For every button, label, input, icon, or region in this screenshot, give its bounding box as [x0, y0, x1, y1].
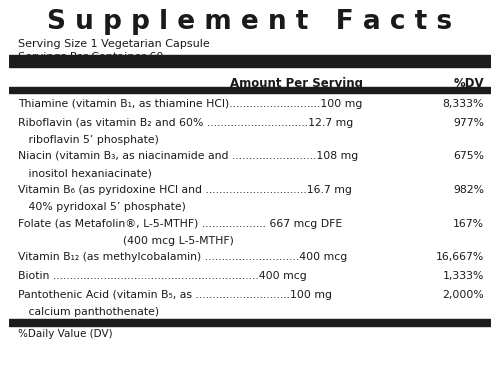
Text: %Daily Value (DV): %Daily Value (DV) — [18, 329, 113, 339]
Text: calcium panthothenate): calcium panthothenate) — [18, 307, 160, 318]
Text: S u p p l e m e n t   F a c t s: S u p p l e m e n t F a c t s — [48, 9, 452, 34]
Text: Thiamine (vitamin B₁, as thiamine HCl)...........................100 mg: Thiamine (vitamin B₁, as thiamine HCl)..… — [18, 99, 363, 109]
Text: Folate (as Metafolin®, L-5-MTHF) ................... 667 mcg DFE: Folate (as Metafolin®, L-5-MTHF) .......… — [18, 219, 342, 229]
Text: 40% pyridoxal 5’ phosphate): 40% pyridoxal 5’ phosphate) — [18, 202, 186, 212]
Bar — [9, 55, 491, 67]
Text: 2,000%: 2,000% — [442, 290, 484, 300]
Text: Vitamin B₁₂ (as methylcobalamin) ............................400 mcg: Vitamin B₁₂ (as methylcobalamin) .......… — [18, 252, 347, 263]
Text: 1,333%: 1,333% — [442, 271, 484, 281]
Text: Amount Per Serving: Amount Per Serving — [230, 77, 364, 90]
Text: 167%: 167% — [453, 219, 484, 229]
Text: %DV: %DV — [454, 77, 484, 90]
Text: Serving Size 1 Vegetarian Capsule: Serving Size 1 Vegetarian Capsule — [18, 39, 210, 49]
Text: Vitamin B₆ (as pyridoxine HCl and ..............................16.7 mg: Vitamin B₆ (as pyridoxine HCl and ......… — [18, 185, 352, 195]
Text: 675%: 675% — [453, 151, 484, 162]
Text: 982%: 982% — [453, 185, 484, 195]
Text: 16,667%: 16,667% — [436, 252, 484, 263]
Text: Servings Per Container 60: Servings Per Container 60 — [18, 52, 164, 62]
Text: 977%: 977% — [453, 118, 484, 128]
Bar — [9, 319, 491, 326]
Text: (400 mcg L-5-MTHF): (400 mcg L-5-MTHF) — [18, 236, 234, 246]
Text: 8,333%: 8,333% — [442, 99, 484, 109]
Text: inositol hexaniacinate): inositol hexaniacinate) — [18, 169, 152, 179]
Text: Niacin (vitamin B₃, as niacinamide and .........................108 mg: Niacin (vitamin B₃, as niacinamide and .… — [18, 151, 358, 162]
Bar — [9, 87, 491, 93]
Text: Riboflavin (as vitamin B₂ and 60% ..............................12.7 mg: Riboflavin (as vitamin B₂ and 60% ......… — [18, 118, 353, 128]
Text: Pantothenic Acid (vitamin B₅, as ............................100 mg: Pantothenic Acid (vitamin B₅, as .......… — [18, 290, 332, 300]
Text: riboflavin 5’ phosphate): riboflavin 5’ phosphate) — [18, 135, 160, 145]
Text: Biotin .............................................................400 mcg: Biotin .................................… — [18, 271, 307, 281]
